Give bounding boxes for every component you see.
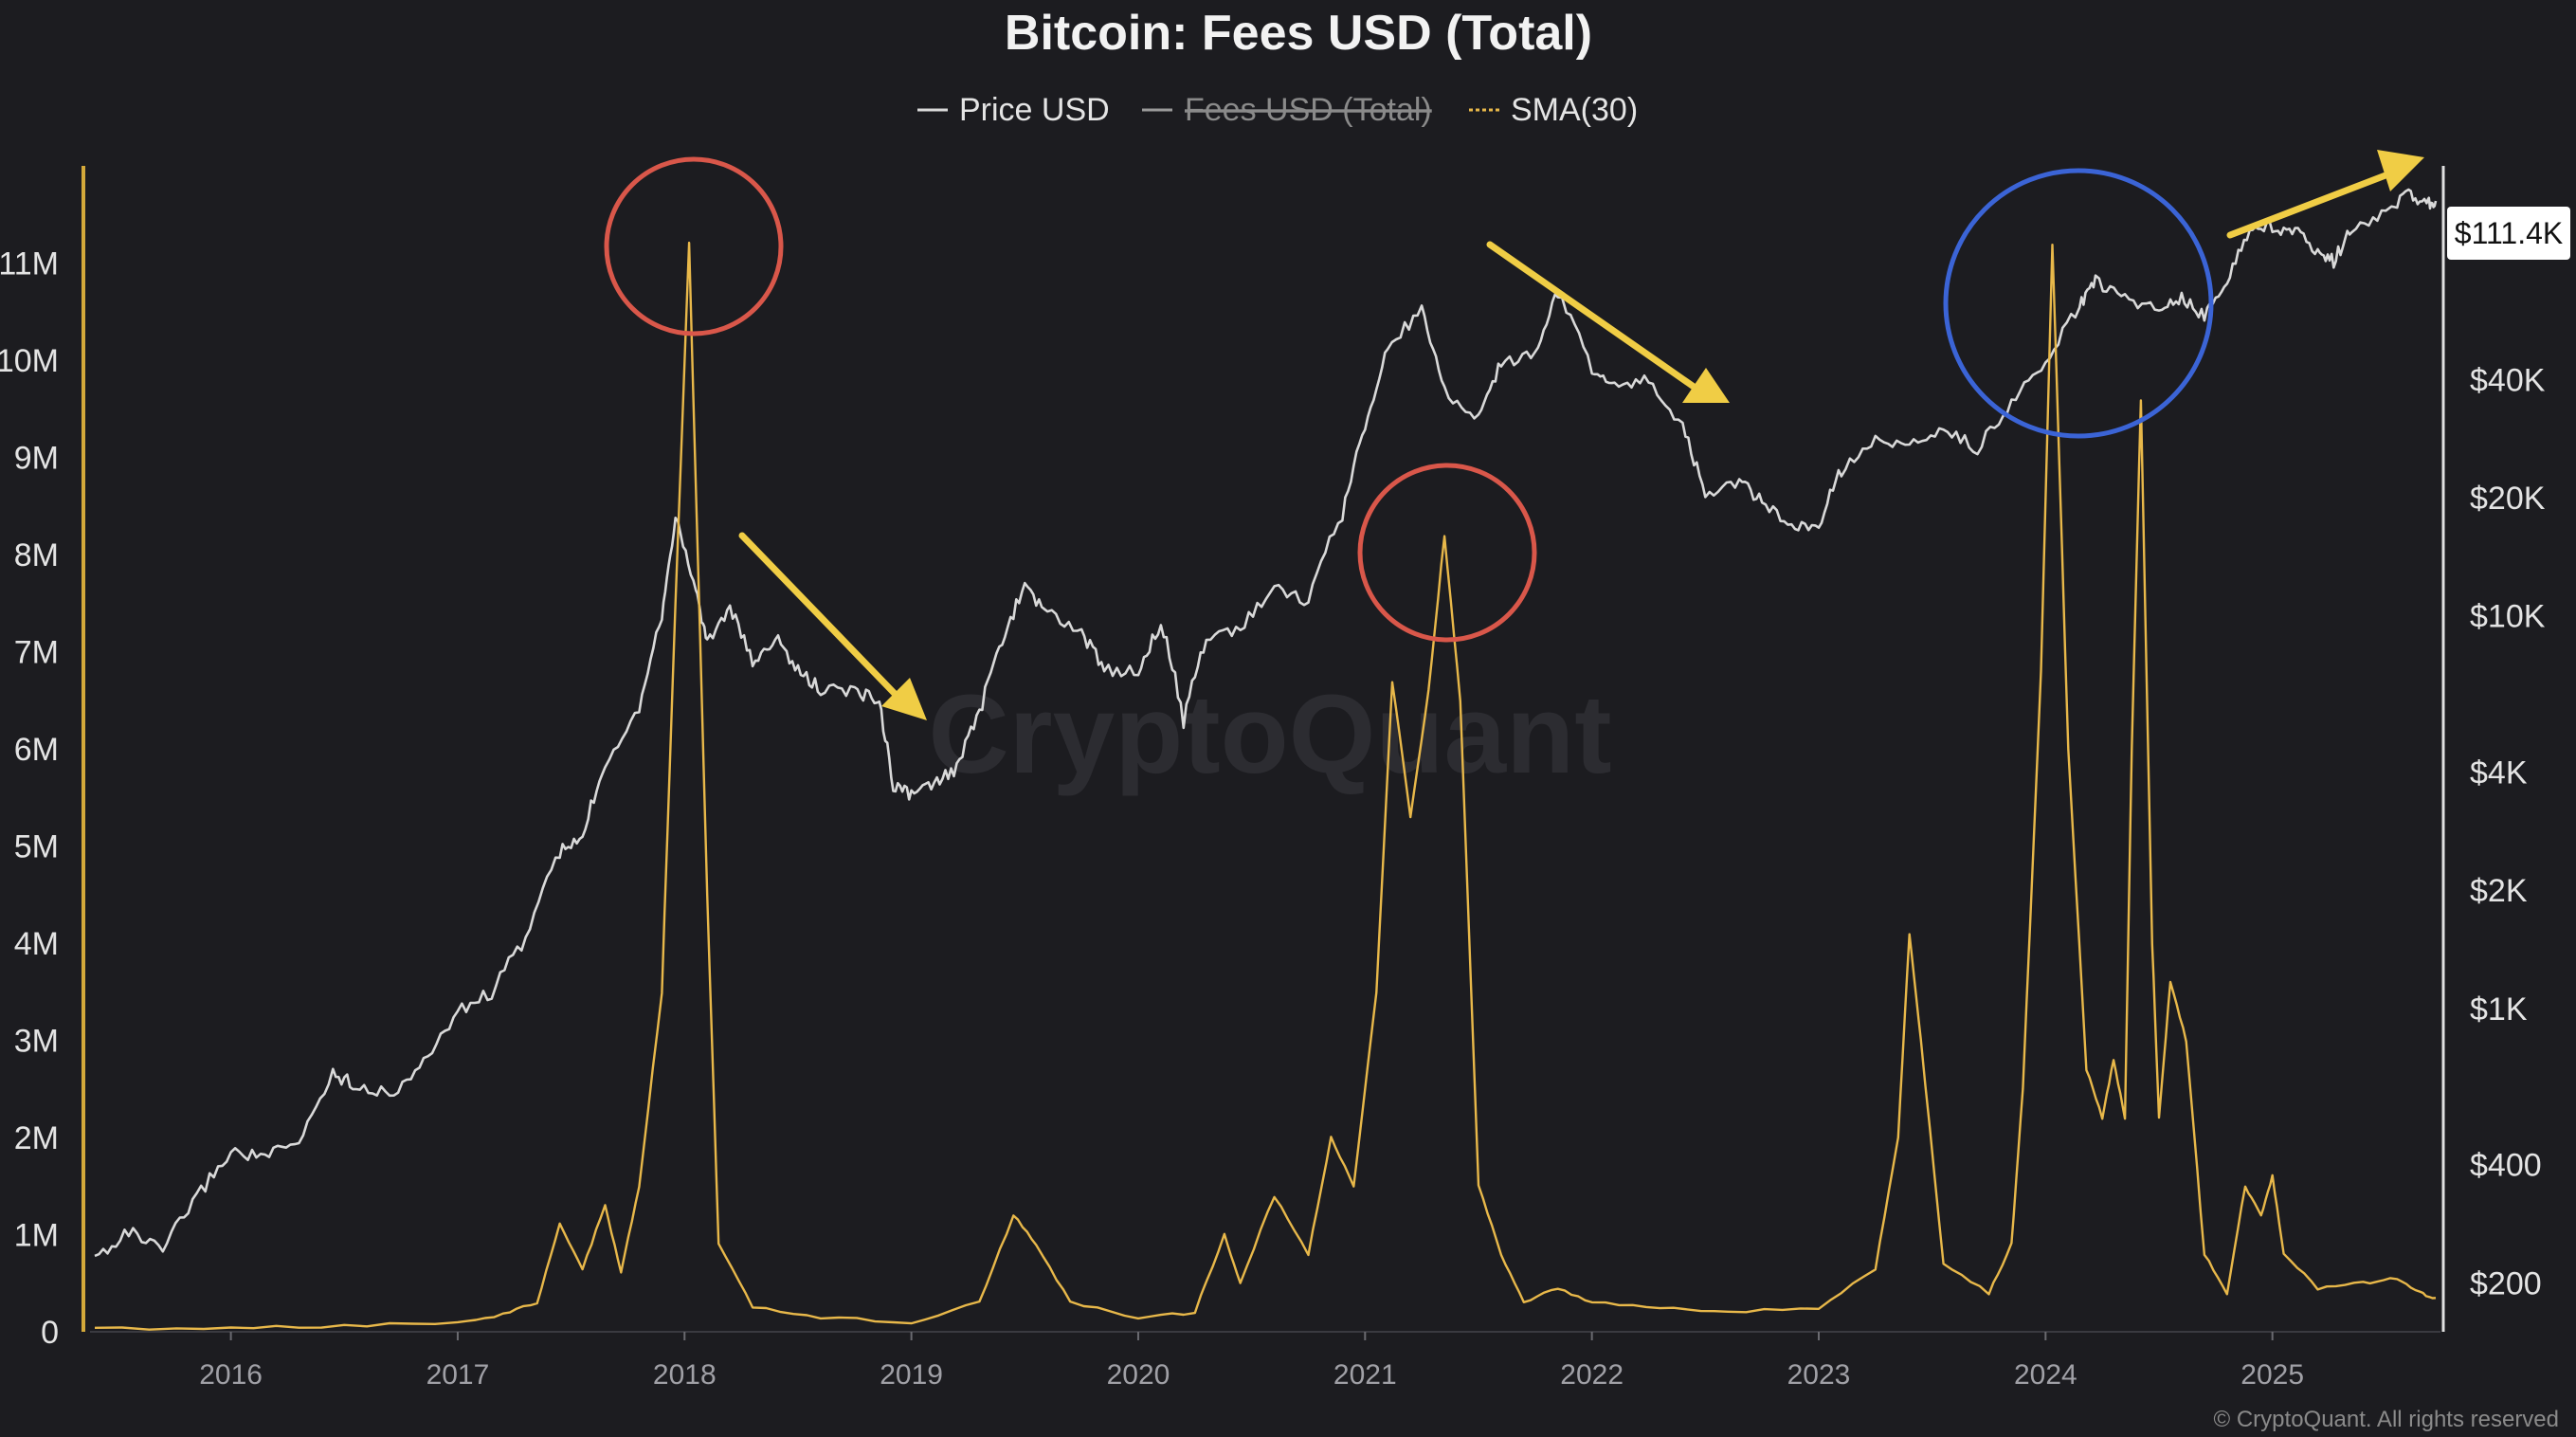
x-tick-label: 2024 xyxy=(2014,1359,2077,1391)
y-left-tick-label: 8M xyxy=(14,537,59,573)
y-left-tick-label: 11M xyxy=(0,246,59,282)
y-right-tick-label: $200 xyxy=(2470,1265,2542,1301)
x-tick-label: 2019 xyxy=(880,1359,943,1391)
series-layer xyxy=(94,188,2438,1331)
y-left-tick-label: 7M xyxy=(14,635,59,671)
x-tick-label: 2021 xyxy=(1333,1359,1397,1391)
copyright: © CryptoQuant. All rights reserved xyxy=(2214,1407,2560,1432)
x-tick-label: 2022 xyxy=(1560,1359,1624,1391)
y-right-tick-label: $4K xyxy=(2470,755,2528,791)
x-tick-label: 2016 xyxy=(199,1359,263,1391)
x-tick-label: 2023 xyxy=(1787,1359,1851,1391)
series-line-sma30 xyxy=(94,241,2437,1331)
y-left-tick-label: 10M xyxy=(0,343,59,379)
annotations xyxy=(604,150,2424,720)
y-left-tick-label: 0 xyxy=(41,1315,59,1351)
legend-item-sma[interactable]: SMA(30) xyxy=(1469,92,1638,128)
x-tick-label: 2018 xyxy=(653,1359,717,1391)
current-price-box xyxy=(2447,207,2570,260)
y-left-tick-label: 2M xyxy=(14,1120,59,1156)
y-right-tick-label: $2K xyxy=(2470,873,2528,909)
y-left-tick-label: 9M xyxy=(14,441,59,477)
annotation-circle-2018 xyxy=(604,156,784,337)
y-left-tick-label: 5M xyxy=(14,829,59,865)
x-tick-label: 2017 xyxy=(426,1359,490,1391)
x-tick-label: 2025 xyxy=(2240,1359,2304,1391)
annotation-circle-2024 xyxy=(1943,168,2214,439)
y-left-tick-label: 4M xyxy=(14,926,59,962)
legend: Price USD Fees USD (Total) SMA(30) xyxy=(917,92,1638,128)
series-line-price-usd xyxy=(94,188,2438,1258)
legend-label-fees: Fees USD (Total) xyxy=(1185,92,1432,128)
legend-item-fees[interactable]: Fees USD (Total) xyxy=(1142,92,1432,128)
x-axis-ticks: 2016 2017 2018 2019 2020 2021 2022 2023 2024 2025 xyxy=(199,1332,2304,1391)
y-right-tick-label: $400 xyxy=(2470,1148,2542,1184)
current-price-marker: $111.4K xyxy=(2447,207,2570,260)
y-right-tick-label: $40K xyxy=(2470,362,2546,398)
y-right-tick-label: $20K xyxy=(2470,481,2546,517)
current-price-label: $111.4K xyxy=(2455,216,2563,250)
y-left-tick-label: 6M xyxy=(14,732,59,768)
annotation-arrow-2018 xyxy=(738,532,927,720)
legend-item-price[interactable]: Price USD xyxy=(917,92,1110,128)
annotation-circle-2021 xyxy=(1357,463,1537,643)
legend-label-price: Price USD xyxy=(959,92,1110,128)
chart-title: Bitcoin: Fees USD (Total) xyxy=(1005,6,1592,61)
y-right-tick-label: $1K xyxy=(2470,991,2528,1028)
y-left-axis-ticks: 0 1M 2M 3M 4M 5M 6M 7M 8M 9M 10M 11M xyxy=(0,246,59,1352)
legend-label-sma: SMA(30) xyxy=(1511,92,1638,128)
x-tick-label: 2020 xyxy=(1107,1359,1170,1391)
annotation-arrow-2025 xyxy=(2226,150,2424,239)
y-left-tick-label: 3M xyxy=(14,1024,59,1060)
y-left-tick-label: 1M xyxy=(14,1218,59,1254)
y-right-axis-ticks: $200 $400 $1K $2K $4K $10K $20K $40K xyxy=(2470,362,2546,1301)
y-right-tick-label: $10K xyxy=(2470,599,2546,635)
annotation-arrow-2021 xyxy=(1486,241,1730,403)
watermark: CryptoQuant xyxy=(928,672,1611,797)
